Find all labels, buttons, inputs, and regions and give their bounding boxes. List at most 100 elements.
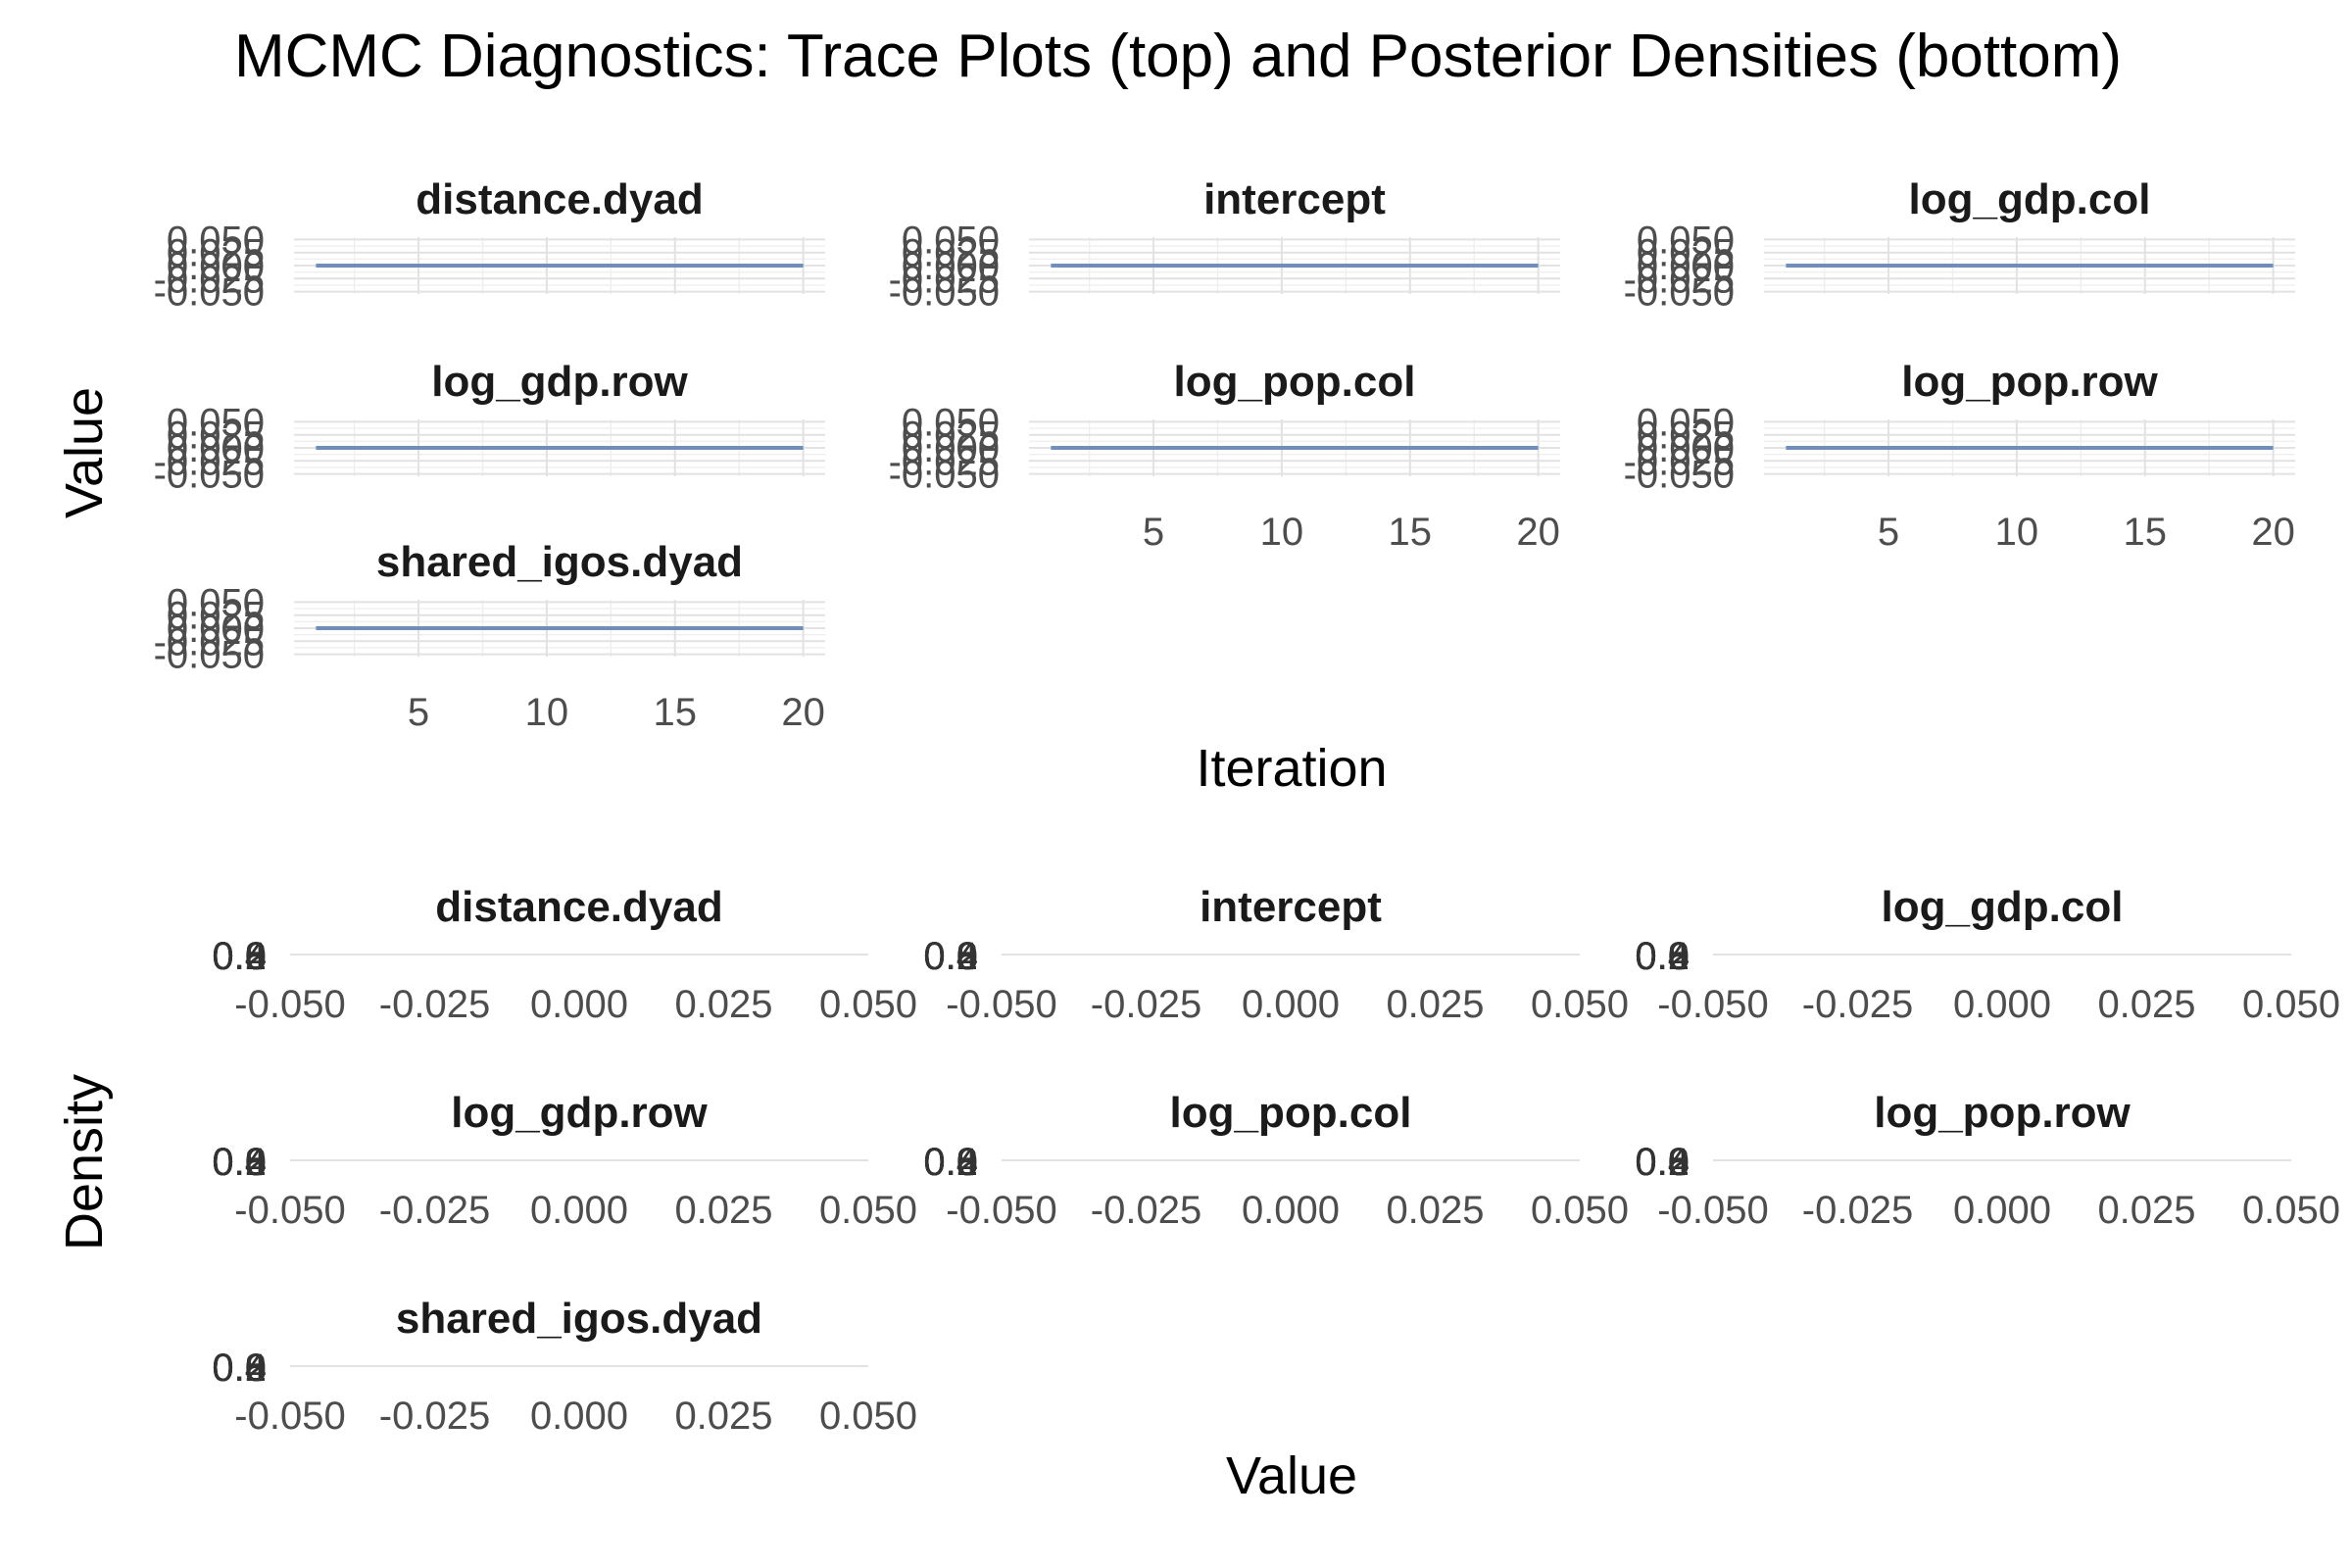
y-tick-label: 0.050 <box>167 581 265 624</box>
density-panel-title: log_gdp.row <box>451 1089 708 1137</box>
trace-panel-title: log_gdp.col <box>1909 175 2151 223</box>
x-tick-label: 5 <box>408 691 429 734</box>
y-tick-label: 0.6 <box>923 935 978 978</box>
x-tick-label: -0.050 <box>234 1395 345 1438</box>
y-tick-label: 0.0 <box>1635 935 1690 978</box>
y-tick-label: -0.050 <box>889 454 1000 497</box>
x-tick-label: 5 <box>1878 511 1899 554</box>
y-tick-label: 0.8 <box>212 1141 267 1184</box>
y-tick-label: 0.0 <box>212 1347 267 1390</box>
x-tick-label: 5 <box>1143 511 1164 554</box>
y-tick-label: 0.000 <box>167 608 265 651</box>
x-tick-label: 0.025 <box>2097 1189 2195 1232</box>
y-tick-label: 0.2 <box>1635 1141 1690 1184</box>
y-tick-label: -0.025 <box>154 440 265 483</box>
x-tick-label: -0.050 <box>1657 983 1768 1026</box>
x-tick-label: -0.025 <box>379 1189 490 1232</box>
y-tick-label: -0.050 <box>889 271 1000 315</box>
x-tick-label: 0.000 <box>1242 1189 1340 1232</box>
x-tick-label: -0.025 <box>379 983 490 1026</box>
density-panel-distance-dyad: distance.dyad 0.00.20.40.60.8 -0.050 -0.025… <box>212 883 917 1026</box>
y-tick-label: 0.050 <box>1637 401 1735 444</box>
x-tick-label: -0.025 <box>1802 983 1913 1026</box>
x-tick-label: 0.050 <box>819 983 917 1026</box>
y-tick-label: 0.4 <box>212 1141 267 1184</box>
trace-panel-title: distance.dyad <box>416 175 703 223</box>
density-panel-shared-igos-dyad: shared_igos.dyad 0.00.20.40.60.8 -0.050 -0.… <box>212 1295 917 1438</box>
x-tick-label: -0.050 <box>1657 1189 1768 1232</box>
y-tick-label: 0.050 <box>167 401 265 444</box>
x-tick-label: 0.025 <box>1386 1189 1484 1232</box>
x-tick-label: 0.050 <box>819 1189 917 1232</box>
x-tick-label: -0.050 <box>234 1189 345 1232</box>
y-tick-label: 0.025 <box>902 232 1000 275</box>
y-tick-label: 0.8 <box>1635 1141 1690 1184</box>
x-tick-label: -0.050 <box>234 983 345 1026</box>
trace-y-axis-title: Value <box>55 387 114 518</box>
y-tick-label: -0.025 <box>154 620 265 663</box>
x-tick-label: -0.025 <box>1091 1189 1201 1232</box>
y-tick-label: -0.050 <box>154 271 265 315</box>
x-tick-label: 0.000 <box>530 1395 628 1438</box>
y-tick-label: 0.050 <box>167 219 265 262</box>
y-tick-label: 0.0 <box>923 1141 978 1184</box>
density-panel-title: shared_igos.dyad <box>396 1295 762 1343</box>
y-tick-label: 0.8 <box>212 935 267 978</box>
x-tick-label: 15 <box>1389 511 1433 554</box>
x-tick-label: 0.025 <box>674 1189 772 1232</box>
trace-panel-title: intercept <box>1203 175 1386 223</box>
density-y-axis-title: Density <box>55 1074 114 1250</box>
y-tick-label: 0.050 <box>1637 219 1735 262</box>
y-tick-label: 0.8 <box>923 1141 978 1184</box>
x-tick-label: -0.050 <box>946 983 1056 1026</box>
y-tick-label: 0.000 <box>1637 245 1735 288</box>
y-tick-label: -0.050 <box>154 634 265 677</box>
y-tick-label: 0.2 <box>212 1347 267 1390</box>
y-tick-label: 0.2 <box>923 1141 978 1184</box>
trace-panel-title: log_gdp.row <box>431 358 688 406</box>
x-tick-label: 0.050 <box>1531 983 1629 1026</box>
x-tick-label: 0.050 <box>819 1395 917 1438</box>
x-tick-label: -0.050 <box>946 1189 1056 1232</box>
y-tick-label: 0.050 <box>902 219 1000 262</box>
y-tick-label: 0.4 <box>923 1141 978 1184</box>
y-tick-label: 0.4 <box>1635 935 1690 978</box>
density-panel-title: log_pop.col <box>1170 1089 1412 1137</box>
x-tick-label: 20 <box>1516 511 1560 554</box>
y-tick-label: 0.000 <box>167 245 265 288</box>
density-panel-intercept: intercept 0.00.20.40.60.8 -0.050 -0.025 0.00… <box>923 883 1629 1026</box>
y-tick-label: 0.050 <box>902 401 1000 444</box>
y-tick-label: 0.2 <box>212 1141 267 1184</box>
x-tick-label: 10 <box>1260 511 1304 554</box>
x-tick-label: 15 <box>654 691 698 734</box>
x-tick-label: 0.025 <box>674 1395 772 1438</box>
y-tick-label: 0.025 <box>1637 232 1735 275</box>
x-tick-label: 20 <box>2251 511 2295 554</box>
x-tick-label: 0.050 <box>1531 1189 1629 1232</box>
trace-panel-title: shared_igos.dyad <box>376 538 743 586</box>
y-tick-label: 0.8 <box>1635 935 1690 978</box>
trace-x-axis-title: Iteration <box>1196 739 1387 798</box>
y-tick-label: 0.000 <box>167 427 265 470</box>
trace-plots: distance.dyad-0.050-0.0250.0000.0250.050… <box>154 175 2295 734</box>
trace-panel-title: log_pop.row <box>1901 358 2158 406</box>
density-panel-title: intercept <box>1200 883 1382 931</box>
y-tick-label: 0.0 <box>923 935 978 978</box>
y-tick-label: -0.025 <box>1624 258 1735 301</box>
x-tick-label: 0.000 <box>1953 983 2051 1026</box>
y-tick-label: -0.050 <box>1624 454 1735 497</box>
y-tick-label: 0.6 <box>212 1347 267 1390</box>
y-tick-label: 0.000 <box>1637 427 1735 470</box>
trace-panel-title: log_pop.col <box>1174 358 1416 406</box>
y-tick-label: 0.4 <box>212 935 267 978</box>
y-tick-label: 0.8 <box>923 935 978 978</box>
density-panel-log-gdp-col: log_gdp.col 0.00.20.40.60.8 -0.050 -0.025 0.… <box>1635 883 2340 1026</box>
y-tick-label: 0.6 <box>1635 935 1690 978</box>
